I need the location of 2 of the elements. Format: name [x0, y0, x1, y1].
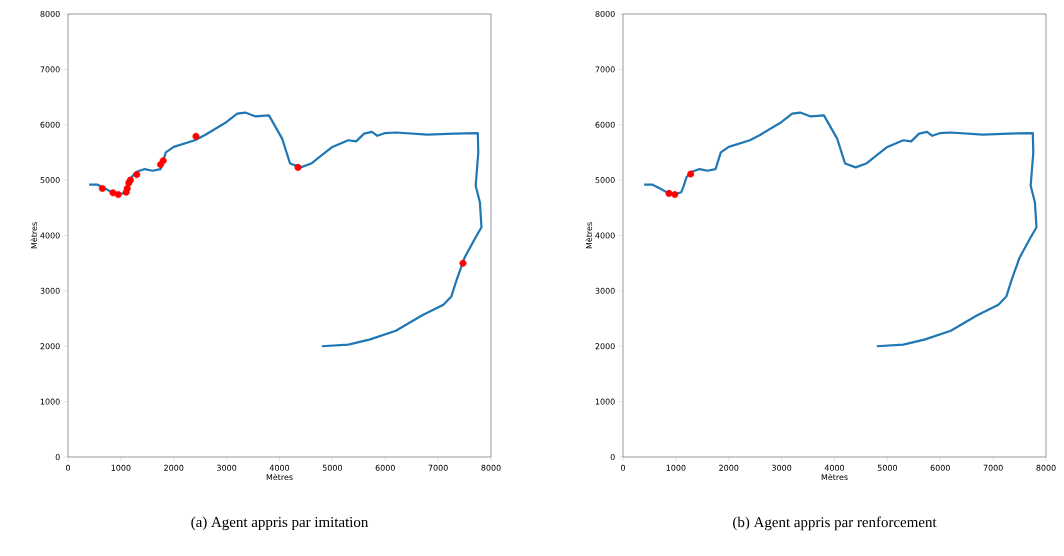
text: (b) Agent appris par renforcement — [733, 516, 937, 531]
text: (a) Agent appris par imitation — [191, 516, 369, 531]
